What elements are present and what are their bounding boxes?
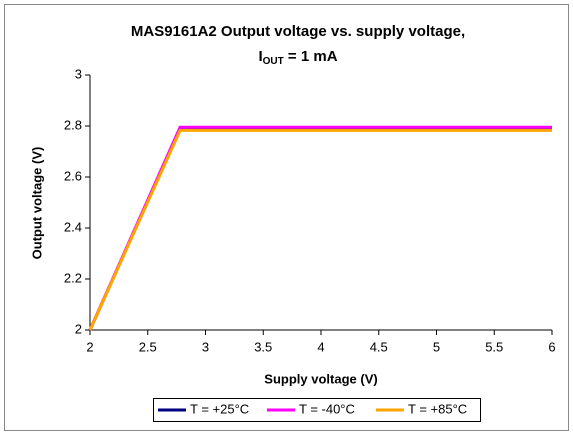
legend-label: T = -40°C xyxy=(299,401,355,416)
x-tick-label: 5 xyxy=(433,339,440,354)
x-tick-label: 6 xyxy=(548,339,555,354)
x-tick-label: 4.5 xyxy=(370,339,388,354)
chart-frame xyxy=(4,4,569,431)
y-tick-label: 2.4 xyxy=(64,219,82,234)
y-tick-label: 2 xyxy=(75,321,82,336)
y-tick-label: 2.2 xyxy=(64,270,82,285)
chart-title: MAS9161A2 Output voltage vs. supply volt… xyxy=(131,23,465,40)
x-tick-label: 3.5 xyxy=(254,339,272,354)
y-tick-label: 3 xyxy=(75,66,82,81)
x-tick-label: 5.5 xyxy=(485,339,503,354)
y-axis-title: Output voltage (V) xyxy=(29,147,44,260)
series-line xyxy=(88,128,552,331)
chart-title-line2: IOUT = 1 mA xyxy=(258,48,337,67)
y-tick-label: 2.8 xyxy=(64,117,82,132)
legend-label: T = +25°C xyxy=(190,401,249,416)
y-tick-label: 2.6 xyxy=(64,168,82,183)
legend-box xyxy=(153,398,481,422)
x-tick-label: 4 xyxy=(317,339,324,354)
x-tick-label: 3 xyxy=(202,339,209,354)
x-axis-title: Supply voltage (V) xyxy=(264,371,377,386)
title-subscript: OUT xyxy=(263,56,284,67)
title-part: I xyxy=(258,48,262,65)
x-tick-label: 2 xyxy=(86,339,93,354)
legend-label: T = +85°C xyxy=(408,401,467,416)
x-tick-label: 2.5 xyxy=(139,339,157,354)
title-part: = 1 mA xyxy=(284,48,338,65)
